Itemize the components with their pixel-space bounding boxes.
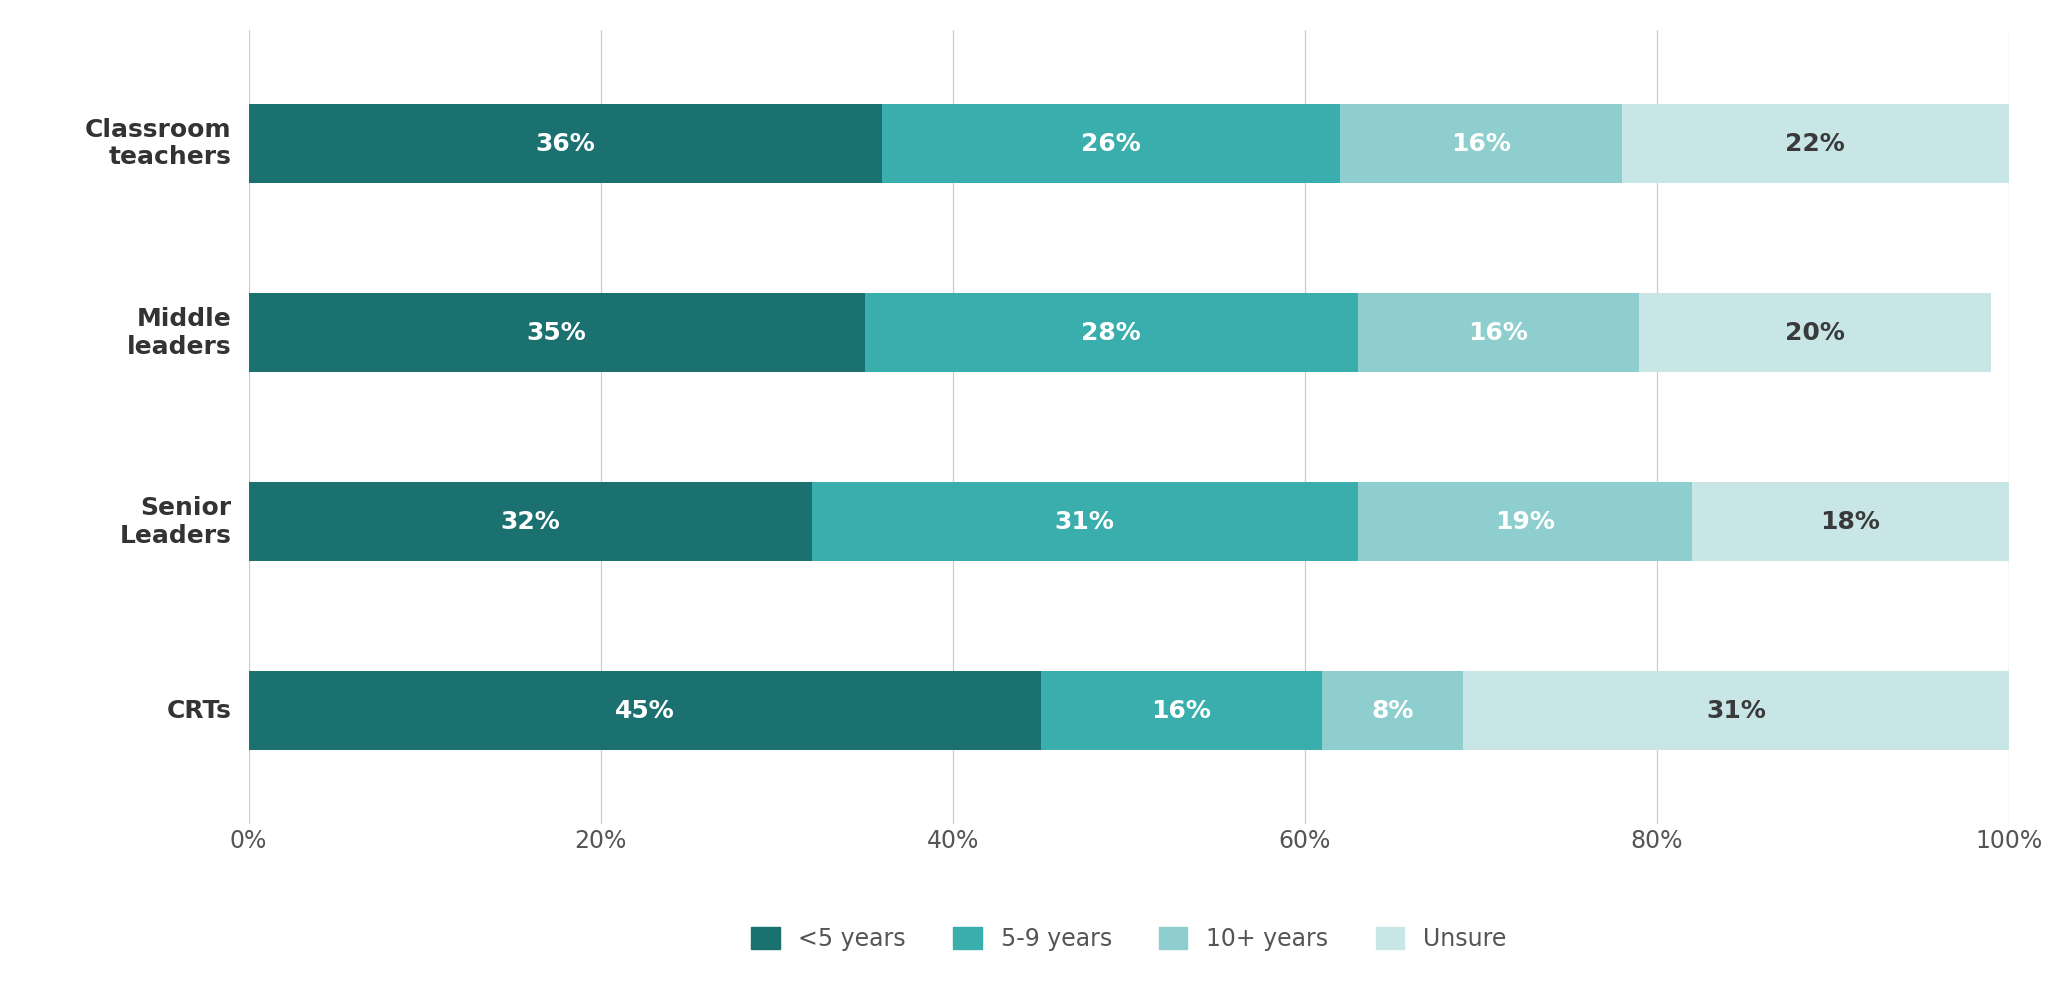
Bar (866, 292, 1359, 372)
Text: 26%: 26% (1081, 132, 1141, 156)
Bar (1040, 671, 1321, 751)
Legend: <5 years, 5-9 years, 10+ years, Unsure: <5 years, 5-9 years, 10+ years, Unsure (739, 916, 1518, 963)
Text: 31%: 31% (1054, 510, 1114, 534)
Bar (1321, 671, 1462, 751)
Bar (1622, 104, 2009, 183)
Text: 18%: 18% (1820, 510, 1880, 534)
Bar (1640, 292, 1990, 372)
Text: 19%: 19% (1495, 510, 1555, 534)
Text: 16%: 16% (1452, 132, 1510, 156)
Text: 20%: 20% (1785, 321, 1845, 345)
Text: 28%: 28% (1081, 321, 1141, 345)
Text: 16%: 16% (1468, 321, 1528, 345)
Bar (249, 482, 812, 562)
Bar (1359, 482, 1692, 562)
Text: 22%: 22% (1785, 132, 1845, 156)
Text: 8%: 8% (1371, 698, 1414, 723)
Bar (1340, 104, 1622, 183)
Bar (1692, 482, 2009, 562)
Text: 45%: 45% (615, 698, 675, 723)
Bar (812, 482, 1359, 562)
Bar (249, 292, 866, 372)
Bar (1462, 671, 2009, 751)
Bar (882, 104, 1340, 183)
Text: 35%: 35% (526, 321, 586, 345)
Text: 16%: 16% (1151, 698, 1212, 723)
Bar (1359, 292, 1640, 372)
Text: 32%: 32% (501, 510, 559, 534)
Bar (249, 671, 1040, 751)
Text: 31%: 31% (1707, 698, 1767, 723)
Text: 36%: 36% (536, 132, 594, 156)
Bar (249, 104, 882, 183)
